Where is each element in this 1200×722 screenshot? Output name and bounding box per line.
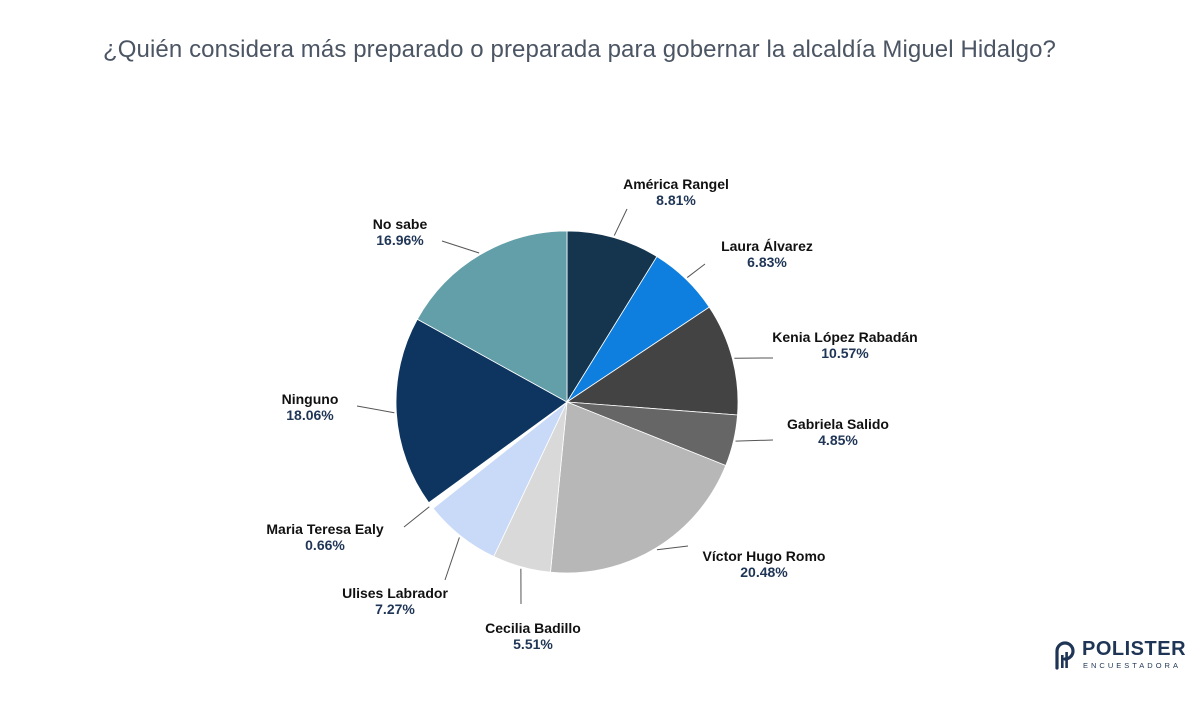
slice-label-ninguno: Ninguno 18.06% [282,391,339,423]
slice-label-name: Kenia López Rabadán [772,329,918,345]
slice-label-value: 4.85% [818,432,858,448]
slice-label-gabriela-salido: Gabriela Salido 4.85% [787,416,889,448]
slice-label-cecilia-badillo: Cecilia Badillo 5.51% [485,620,581,652]
slice-label-value: 20.48% [740,564,788,580]
slice-label-victor-hugo-romo: Víctor Hugo Romo 20.48% [703,548,826,580]
slice-label-name: América Rangel [623,176,729,192]
slice-label-name: Víctor Hugo Romo [702,548,826,564]
slice-label-name: No sabe [372,216,428,232]
slice-label-value: 5.51% [513,636,553,652]
pie-slice-ninguno [395,318,568,504]
leader-line-maria-teresa-ealy [403,506,430,528]
slice-label-kenia-lopez-rabadan: Kenia López Rabadán 10.57% [772,329,917,361]
pie-slice-america-rangel [566,230,658,404]
slice-label-america-rangel: América Rangel 8.81% [623,176,729,208]
slice-label-name: Maria Teresa Ealy [266,521,384,537]
slice-label-value: 10.57% [821,345,869,361]
slice-label-value: 6.83% [747,254,787,270]
slice-label-name: Laura Álvarez [721,238,813,254]
logo-subtitle: ENCUESTADORA [1083,661,1181,670]
slice-label-laura-alvarez: Laura Álvarez 6.83% [721,238,813,270]
slice-label-name: Ulises Labrador [342,585,448,601]
leader-line-america-rangel [613,208,628,236]
pie-slice-no-sabe [416,230,568,403]
slice-label-ulises-labrador: Ulises Labrador 7.27% [342,585,448,617]
slice-label-maria-teresa-ealy: Maria Teresa Ealy 0.66% [266,521,383,553]
slice-label-value: 8.81% [656,192,696,208]
slice-label-value: 18.06% [286,407,334,423]
leader-line-victor-hugo-romo [656,545,689,551]
slice-label-name: Ninguno [281,391,339,407]
slice-label-no-sabe: No sabe 16.96% [373,216,427,248]
slice-label-value: 0.66% [305,537,345,553]
leader-line-ulises-labrador [444,537,460,581]
pie-slice-kenia-lopez-rabadan [565,306,739,416]
slice-label-value: 7.27% [375,601,415,617]
chart-title: ¿Quién considera más preparado o prepara… [103,36,1056,63]
slice-label-name: Gabriela Salido [787,416,889,432]
pie-slice-victor-hugo-romo [550,401,727,574]
slice-label-name: Cecilia Badillo [485,620,581,636]
polister-logo-icon [1055,641,1075,670]
leader-line-no-sabe [441,240,480,254]
leader-line-ninguno [356,405,395,414]
logo-name: POLISTER [1082,638,1187,660]
polister-logo: POLISTER ENCUESTADORA [1054,638,1186,672]
slice-label-value: 16.96% [376,232,424,248]
leader-line-laura-alvarez [686,263,706,278]
leader-line-gabriela-salido [735,439,774,442]
